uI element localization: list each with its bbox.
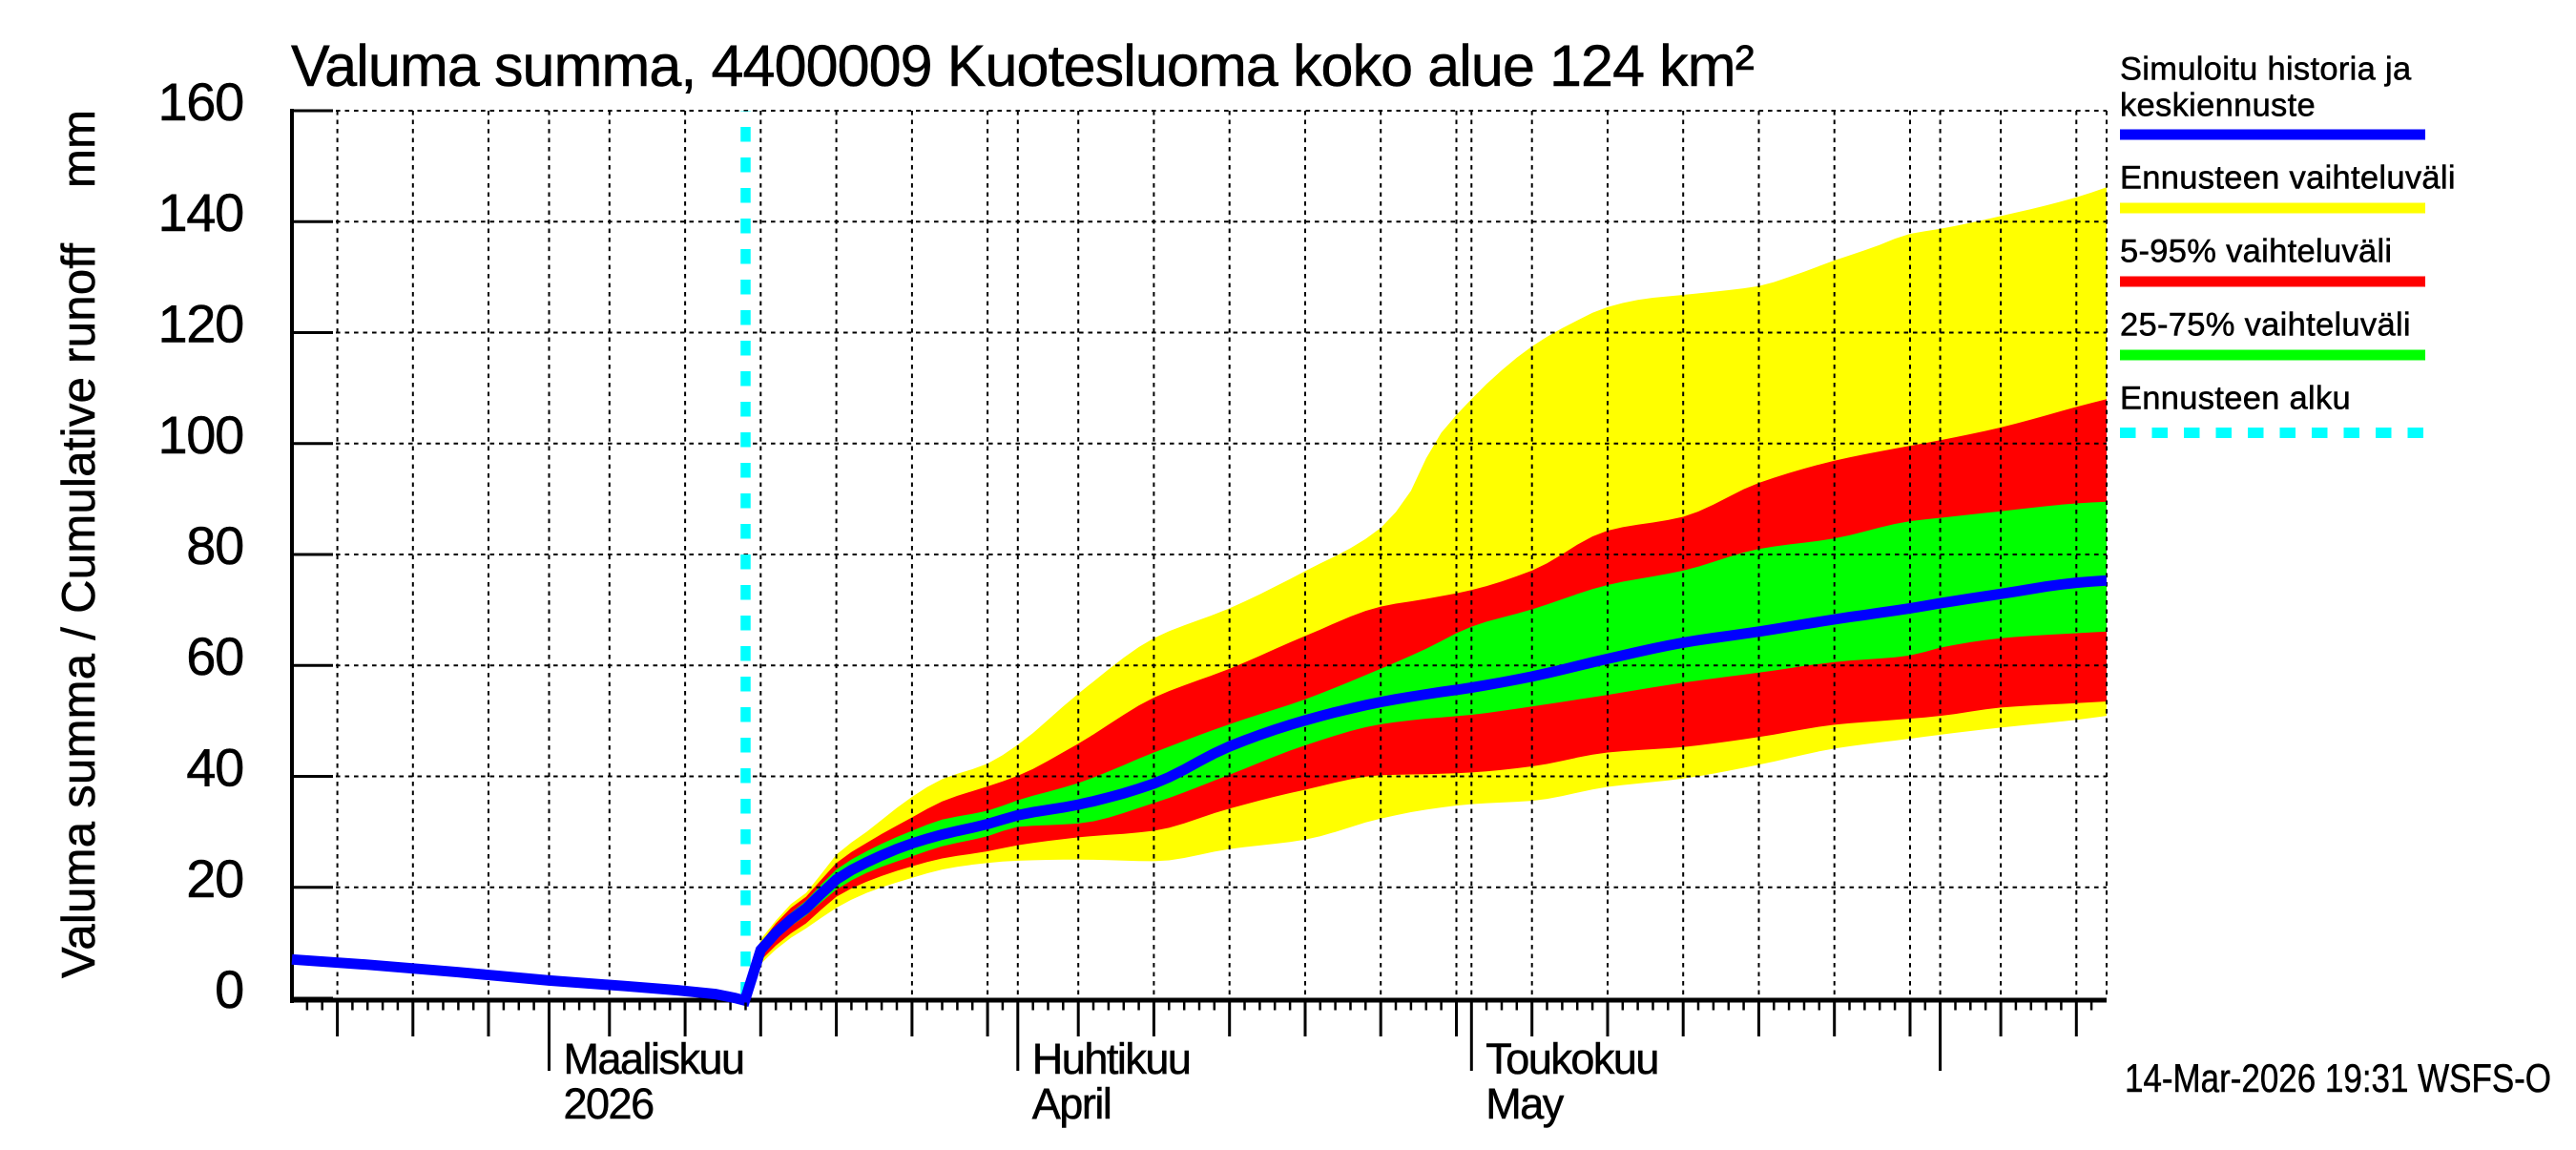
svg-text:140: 140 — [157, 182, 243, 242]
svg-text:14-Mar-2026 19:31 WSFS-O: 14-Mar-2026 19:31 WSFS-O — [2125, 1056, 2551, 1100]
svg-text:5-95% vaihteluväli: 5-95% vaihteluväli — [2120, 234, 2392, 270]
svg-text:60: 60 — [186, 626, 243, 686]
svg-text:80: 80 — [186, 515, 243, 575]
svg-text:Ennusteen alku: Ennusteen alku — [2120, 381, 2351, 417]
svg-text:25-75% vaihteluväli: 25-75% vaihteluväli — [2120, 307, 2411, 344]
svg-text:Toukokuu: Toukokuu — [1485, 1035, 1658, 1083]
svg-text:Ennusteen vaihteluväli: Ennusteen vaihteluväli — [2120, 160, 2456, 197]
svg-text:mm: mm — [53, 110, 105, 188]
svg-text:2026: 2026 — [564, 1079, 654, 1128]
svg-text:20: 20 — [186, 848, 243, 909]
svg-text:0: 0 — [215, 959, 243, 1019]
svg-text:120: 120 — [157, 294, 243, 354]
svg-text:keskiennuste: keskiennuste — [2120, 88, 2316, 124]
svg-text:100: 100 — [157, 405, 243, 465]
svg-text:Maaliskuu: Maaliskuu — [564, 1035, 744, 1083]
svg-text:Simuloitu historia ja: Simuloitu historia ja — [2120, 52, 2412, 88]
svg-text:April: April — [1032, 1079, 1111, 1128]
svg-text:40: 40 — [186, 738, 243, 798]
svg-text:Huhtikuu: Huhtikuu — [1032, 1035, 1191, 1083]
svg-text:Valuma summa / Cumulative runo: Valuma summa / Cumulative runoff — [53, 243, 105, 978]
svg-text:160: 160 — [157, 72, 243, 132]
svg-text:May: May — [1485, 1079, 1565, 1128]
svg-text:Valuma summa, 4400009 Kuoteslu: Valuma summa, 4400009 Kuotesluoma koko a… — [291, 33, 1755, 98]
